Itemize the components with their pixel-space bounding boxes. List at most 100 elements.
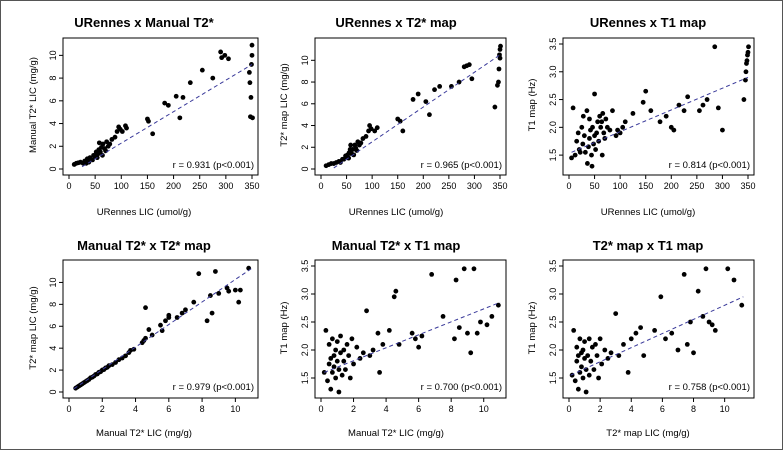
panel-4-point bbox=[344, 342, 350, 347]
panel-2-ytick-label: 3.0 bbox=[548, 66, 558, 79]
panel-1-point bbox=[437, 83, 443, 89]
panel-3-point bbox=[174, 315, 180, 320]
panel-4-xlabel: Manual T2* LIC (mg/g) bbox=[348, 428, 444, 439]
panel-3: Manual T2* x T2* map Manual T2* LIC (mg/… bbox=[28, 238, 259, 439]
panel-2-point bbox=[676, 102, 682, 108]
panel-2-xtick-label: 50 bbox=[590, 181, 600, 191]
panel-1-trend-line bbox=[333, 54, 501, 169]
panel-3-xtick-label: 10 bbox=[230, 404, 240, 414]
panel-4-point bbox=[375, 330, 381, 336]
panel-2-point bbox=[575, 130, 581, 136]
panel-1-ytick-label: 10 bbox=[300, 55, 310, 65]
panel-0-point bbox=[162, 100, 168, 106]
panel-0-ytick-label: 4 bbox=[48, 121, 58, 126]
panel-0-point bbox=[165, 102, 171, 108]
panel-2-point bbox=[594, 130, 600, 136]
panel-2-frame bbox=[562, 37, 755, 176]
panel-4-point bbox=[333, 375, 339, 381]
panel-0-point bbox=[107, 141, 113, 147]
panel-1-point bbox=[469, 76, 475, 82]
panel-5-point bbox=[638, 325, 643, 330]
panel-3-title: Manual T2* x T2* map bbox=[77, 238, 211, 253]
panel-1-ytick-label: 2 bbox=[300, 145, 310, 150]
panel-2-point bbox=[600, 111, 606, 116]
panel-5-point bbox=[739, 302, 745, 308]
panel-0-xtick-label: 150 bbox=[140, 181, 155, 191]
panel-4-xtick-label: 10 bbox=[479, 404, 489, 414]
panel-4-point bbox=[367, 353, 373, 358]
panel-0-ytick-label: 6 bbox=[48, 98, 58, 103]
panel-3-xtick-label: 0 bbox=[66, 404, 71, 414]
panel-1: URennes x T2* map URennes LIC (umol/g) T… bbox=[279, 15, 508, 218]
panel-4-point bbox=[380, 342, 386, 347]
panel-2-point bbox=[745, 49, 751, 55]
panel-4-point bbox=[456, 325, 462, 330]
panel-3-point bbox=[158, 322, 163, 328]
panel-5-point bbox=[652, 328, 658, 333]
panel-2-point bbox=[598, 124, 604, 130]
panel-4-xtick-label: 4 bbox=[384, 404, 389, 414]
panel-2-point bbox=[746, 44, 751, 50]
panel-1-point bbox=[410, 97, 416, 102]
panel-2-point bbox=[599, 152, 605, 158]
panel-5-point bbox=[582, 339, 587, 344]
panel-3-point bbox=[146, 327, 152, 332]
panel-2-point bbox=[585, 161, 590, 166]
panel-0-ytick-label: 2 bbox=[48, 144, 58, 149]
panel-5-point bbox=[688, 319, 693, 325]
panel-1-xtick-label: 300 bbox=[467, 181, 482, 191]
panel-5-ytick-label: 2.0 bbox=[548, 344, 558, 357]
panel-1-xtick-label: 250 bbox=[441, 181, 456, 191]
panel-2-point bbox=[622, 119, 628, 125]
panel-1-point bbox=[363, 133, 369, 139]
panel-2-point bbox=[592, 91, 597, 97]
panel-1-xtick-label: 350 bbox=[492, 181, 507, 191]
panel-4-ytick-label: 2.5 bbox=[300, 316, 310, 329]
panel-4-point bbox=[386, 328, 392, 333]
panel-4-point bbox=[419, 333, 425, 339]
panel-4-point bbox=[341, 358, 347, 364]
panel-1-xtick-label: 50 bbox=[342, 181, 352, 191]
panel-1-point bbox=[466, 62, 472, 68]
panel-4-point bbox=[351, 361, 356, 367]
panel-5-point bbox=[608, 350, 614, 356]
panel-4-point bbox=[331, 353, 337, 358]
panel-4-point bbox=[336, 367, 342, 372]
panel-4-point bbox=[391, 294, 397, 300]
panel-5-point bbox=[605, 356, 611, 361]
panel-5-xtick-label: 4 bbox=[629, 404, 634, 414]
panel-2-point bbox=[630, 111, 636, 116]
panel-2-point bbox=[657, 119, 663, 125]
panel-2-point bbox=[593, 147, 598, 152]
panel-5-xtick-label: 8 bbox=[691, 404, 696, 414]
panel-0-point bbox=[247, 80, 253, 86]
panel-5-point bbox=[621, 342, 626, 347]
panel-5-point bbox=[641, 353, 647, 358]
panel-2-xtick-label: 250 bbox=[689, 181, 704, 191]
panel-4-point bbox=[341, 347, 347, 353]
panel-1-xtick-label: 150 bbox=[390, 181, 405, 191]
panel-2-ytick-label: 1.5 bbox=[548, 149, 558, 162]
panel-4-point bbox=[393, 288, 399, 294]
panel-0-xtick-label: 100 bbox=[114, 181, 129, 191]
panel-0-xtick-label: 250 bbox=[192, 181, 207, 191]
panel-0-point bbox=[246, 70, 252, 75]
panel-2-point bbox=[589, 152, 594, 158]
panel-5-frame bbox=[562, 259, 755, 399]
panel-5-point bbox=[625, 370, 631, 375]
panel-1-frame bbox=[314, 37, 507, 176]
panel-5-annotation: r = 0.758 (p<0.001) bbox=[669, 382, 750, 393]
panel-0-point bbox=[173, 93, 179, 99]
panel-3-xtick-label: 2 bbox=[100, 404, 105, 414]
panel-3-point bbox=[131, 346, 137, 352]
panel-4-point bbox=[409, 330, 415, 336]
panel-3-xtick-label: 6 bbox=[166, 404, 171, 414]
panel-5-ytick-label: 1.5 bbox=[548, 372, 558, 385]
panel-5-point bbox=[599, 361, 605, 367]
panel-5-point bbox=[709, 322, 715, 328]
panel-3-point bbox=[232, 287, 238, 293]
panel-0-point bbox=[150, 131, 156, 137]
panel-5-point bbox=[684, 342, 690, 347]
panel-2-point bbox=[589, 163, 595, 169]
panel-2-ytick-label: 2.5 bbox=[548, 93, 558, 106]
